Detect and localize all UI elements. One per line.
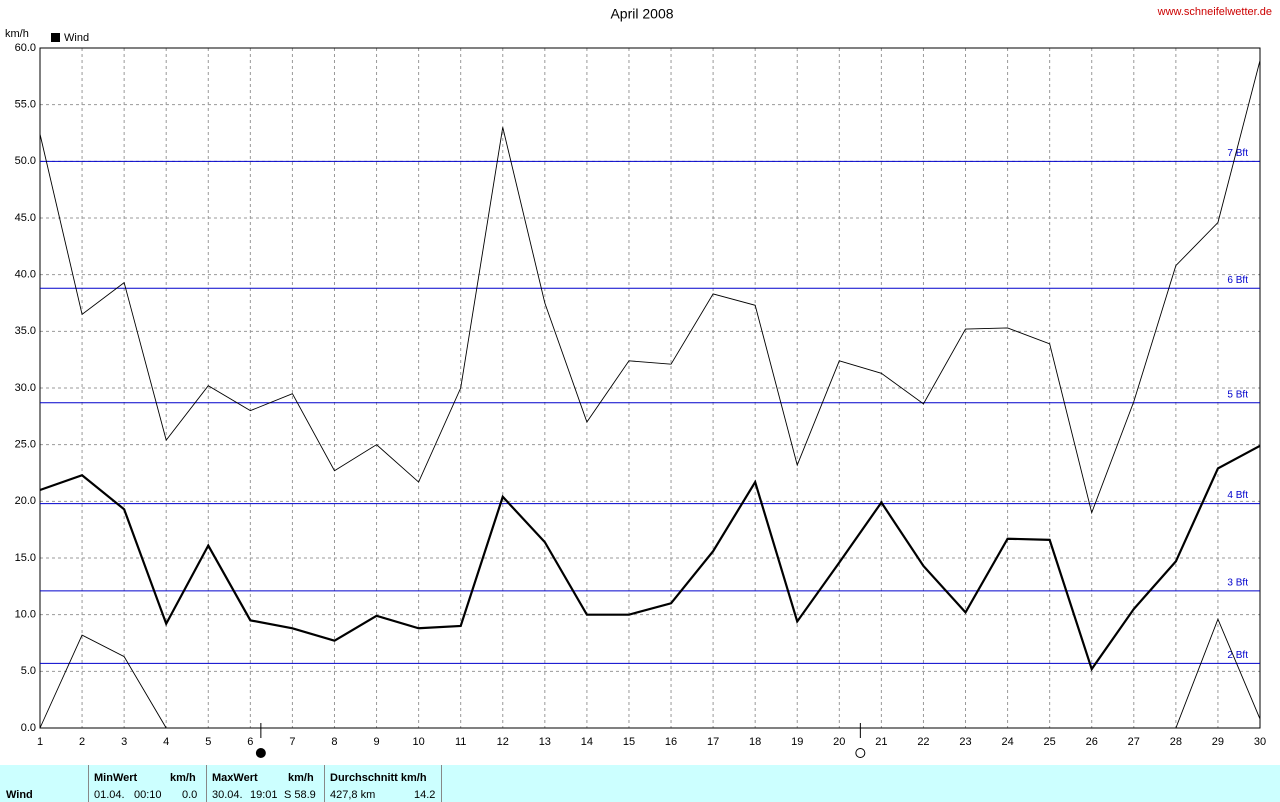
- reference-label: 4 Bft: [1227, 490, 1248, 501]
- cell: 00:10: [134, 789, 162, 801]
- unit: km/h: [170, 772, 196, 784]
- x-tick-label: 16: [665, 736, 677, 748]
- x-tick-label: 7: [289, 736, 295, 748]
- y-tick-label: 0.0: [21, 722, 36, 734]
- x-tick-label: 13: [539, 736, 551, 748]
- header: MaxWert: [212, 772, 258, 784]
- x-tick-label: 1: [37, 736, 43, 748]
- x-tick-label: 11: [455, 736, 466, 748]
- cell: 427,8 km: [330, 789, 376, 801]
- series-line: [39, 617, 1261, 729]
- cell: 19:01: [250, 789, 278, 801]
- x-tick-label: 15: [623, 736, 635, 748]
- y-tick-label: 40.0: [15, 269, 36, 281]
- separator: [88, 765, 89, 802]
- series-line: [39, 60, 1261, 515]
- y-tick-label: 55.0: [15, 99, 36, 111]
- y-axis-label: km/h: [5, 28, 29, 40]
- series-line: [39, 444, 1261, 672]
- legend-swatch: [51, 33, 60, 42]
- chart: April 2008 www.schneifelwetter.de km/h W…: [5, 6, 1272, 758]
- reference-label: 3 Bft: [1227, 578, 1248, 589]
- x-tick-label: 5: [205, 736, 211, 748]
- reference-label: 7 Bft: [1227, 148, 1248, 159]
- unit: km/h: [288, 772, 314, 784]
- cell: 01.04.: [94, 789, 125, 801]
- x-tick-label: 26: [1086, 736, 1098, 748]
- x-tick-label: 25: [1044, 736, 1056, 748]
- separator: [206, 765, 207, 802]
- moon-marker: [855, 748, 866, 758]
- cell: S 58.9: [284, 789, 316, 801]
- x-tick-label: 17: [707, 736, 719, 748]
- x-tick-label: 14: [581, 736, 593, 748]
- header: Durchschnitt km/h: [330, 772, 427, 784]
- y-tick-label: 60.0: [15, 42, 36, 54]
- x-tick-label: 6: [247, 736, 253, 748]
- cell: 14.2: [414, 789, 436, 801]
- y-tick-label: 10.0: [15, 609, 36, 621]
- reference-label: 2 Bft: [1227, 650, 1248, 661]
- cell: 30.04.: [212, 789, 243, 801]
- reference-label: 5 Bft: [1227, 389, 1248, 400]
- x-tick-label: 27: [1128, 736, 1140, 748]
- x-tick-label: 12: [497, 736, 509, 748]
- source: www.schneifelwetter.de: [1157, 6, 1272, 18]
- x-tick-label: 10: [412, 736, 424, 748]
- y-tick-label: 25.0: [15, 439, 36, 451]
- x-tick-label: 29: [1212, 736, 1224, 748]
- reference-label: 6 Bft: [1227, 275, 1248, 286]
- y-tick-label: 15.0: [15, 552, 36, 564]
- y-tick-label: 50.0: [15, 155, 36, 167]
- x-tick-label: 8: [331, 736, 337, 748]
- x-tick-label: 30: [1254, 736, 1266, 748]
- legend-label: Wind: [64, 32, 89, 44]
- summary-table: Wind MinWert km/h 01.04. 00:10 0.0 MaxWe…: [0, 765, 1280, 802]
- x-tick-label: 9: [373, 736, 379, 748]
- y-tick-label: 35.0: [15, 325, 36, 337]
- x-tick-label: 18: [749, 736, 761, 748]
- moon-marker: [255, 748, 266, 758]
- x-tick-label: 2: [79, 736, 85, 748]
- x-tick-label: 24: [1001, 736, 1013, 748]
- separator: [441, 765, 442, 802]
- x-tick-label: 3: [121, 736, 127, 748]
- y-tick-label: 20.0: [15, 495, 36, 507]
- y-tick-label: 5.0: [21, 665, 36, 677]
- row-label: Wind: [6, 789, 33, 801]
- y-tick-label: 30.0: [15, 382, 36, 394]
- x-tick-label: 20: [833, 736, 845, 748]
- header: MinWert: [94, 772, 138, 784]
- x-tick-label: 19: [791, 736, 803, 748]
- x-tick-label: 22: [917, 736, 929, 748]
- x-tick-label: 28: [1170, 736, 1182, 748]
- separator: [324, 765, 325, 802]
- x-tick-label: 23: [959, 736, 971, 748]
- y-tick-label: 45.0: [15, 212, 36, 224]
- chart-title: April 2008: [610, 6, 673, 22]
- x-tick-label: 4: [163, 736, 169, 748]
- x-tick-label: 21: [875, 736, 887, 748]
- cell: 0.0: [182, 789, 198, 801]
